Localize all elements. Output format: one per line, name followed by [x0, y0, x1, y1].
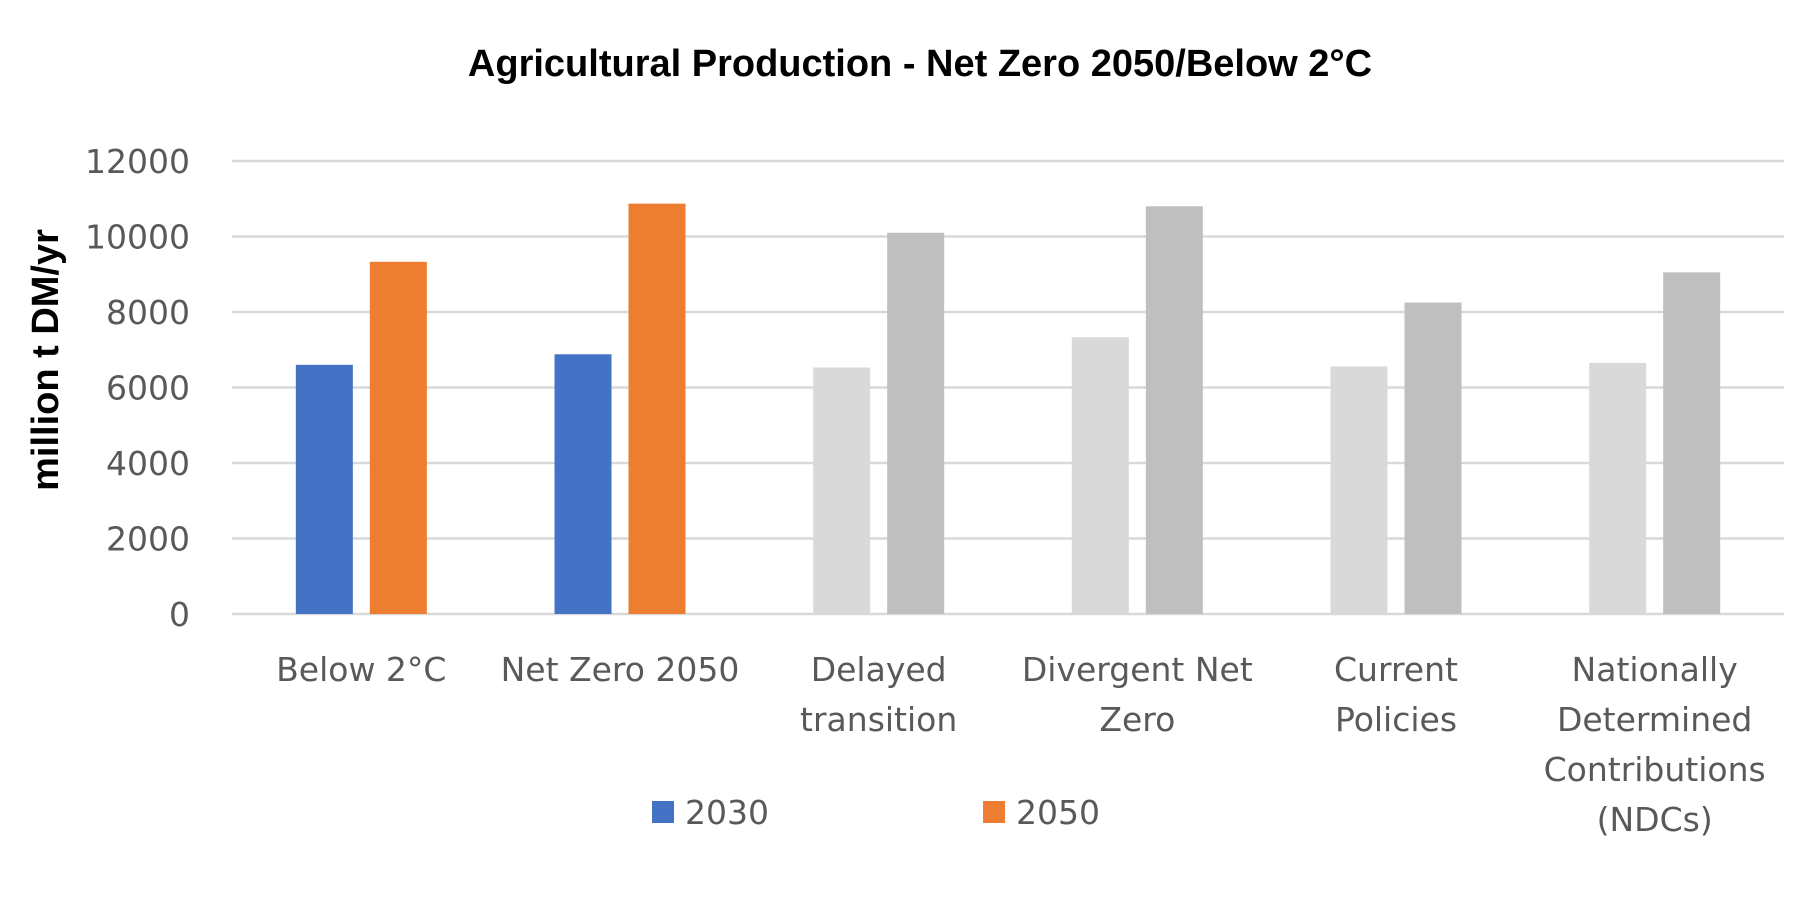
legend-label: 2030 [685, 793, 769, 832]
legend-label: 2050 [1016, 793, 1100, 832]
bars [295, 203, 1721, 615]
legend: 2030 2050 [652, 793, 1100, 832]
gridlines [232, 159, 1784, 616]
bar-2050 [1663, 272, 1721, 614]
y-tick-label: 12000 [85, 142, 190, 181]
bar-2050 [887, 232, 945, 614]
y-tick-label: 6000 [106, 369, 190, 408]
y-tick-label: 0 [169, 595, 190, 634]
x-category-label: transition [800, 700, 957, 739]
x-category-label: Divergent Net [1022, 650, 1253, 689]
x-category-label: Zero [1099, 700, 1175, 739]
bar-2030 [1330, 366, 1388, 614]
legend-swatch-2050 [983, 801, 1005, 823]
bar-2030 [1071, 337, 1129, 614]
bar-2030 [1589, 362, 1647, 614]
bar-2050 [1404, 302, 1462, 614]
x-category-label: Below 2°C [276, 650, 446, 689]
x-category-label: Policies [1335, 700, 1457, 739]
bar-2030 [295, 364, 353, 614]
y-axis-label: million t DM/yr [25, 229, 67, 491]
chart-title: Agricultural Production - Net Zero 2050/… [468, 43, 1372, 85]
y-tick-label: 10000 [85, 218, 190, 257]
x-category-label: Net Zero 2050 [501, 650, 740, 689]
x-axis-categories: Below 2°C Net Zero 2050 Delayed transition D… [276, 650, 1766, 839]
x-category-label: Determined [1557, 700, 1752, 739]
bar-2050 [369, 261, 427, 614]
y-tick-label: 2000 [106, 520, 190, 559]
bar-2050 [628, 203, 686, 614]
bar-2050 [1145, 206, 1203, 615]
x-category-label: Contributions [1544, 750, 1766, 789]
x-category-label: Delayed [811, 650, 947, 689]
bar-2030 [554, 354, 612, 614]
y-tick-label: 4000 [106, 444, 190, 483]
x-category-label: (NDCs) [1597, 800, 1713, 839]
y-axis-ticks: 0 2000 4000 6000 8000 10000 12000 [85, 142, 190, 634]
y-tick-label: 8000 [106, 293, 190, 332]
bar-2030 [813, 367, 871, 614]
x-category-label: Current [1334, 650, 1458, 689]
x-category-label: Nationally [1572, 650, 1738, 689]
legend-swatch-2030 [652, 801, 674, 823]
